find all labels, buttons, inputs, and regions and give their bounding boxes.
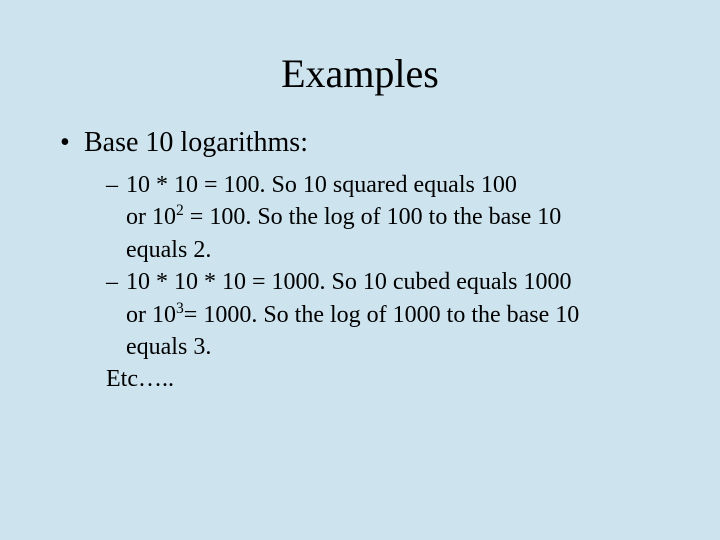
sub-line3: equals 3. xyxy=(126,334,211,360)
bullet-level2-block: 10 * 10 = 100. So 10 squared equals 100 … xyxy=(60,169,670,396)
bullet-level2-item: 10 * 10 * 10 = 1000. So 10 cubed equals … xyxy=(106,266,670,298)
sub-line2-pre: or 10 xyxy=(126,302,176,328)
slide: Examples Base 10 logarithms: 10 * 10 = 1… xyxy=(0,0,720,540)
slide-content: Base 10 logarithms: 10 * 10 = 100. So 10… xyxy=(0,127,720,396)
bullet-level2-cont: equals 2. xyxy=(106,234,670,266)
bullet-level2-cont: or 103= 1000. So the log of 1000 to the … xyxy=(106,299,670,331)
bullet-level2-item: 10 * 10 = 100. So 10 squared equals 100 xyxy=(106,169,670,201)
sub-line3: equals 2. xyxy=(126,237,211,263)
superscript: 3 xyxy=(176,300,184,317)
bullet-level2-cont: or 102 = 100. So the log of 100 to the b… xyxy=(106,201,670,233)
bullet-level1: Base 10 logarithms: xyxy=(60,127,670,159)
sub-line2-pre: or 10 xyxy=(126,204,176,230)
sub-line2-post: = 100. So the log of 100 to the base 10 xyxy=(184,204,562,230)
sub-line1: 10 * 10 = 100. So 10 squared equals 100 xyxy=(126,172,517,198)
sub-line2-post: = 1000. So the log of 1000 to the base 1… xyxy=(184,302,580,328)
bullet-level2-cont: equals 3. xyxy=(106,331,670,363)
trailing-text: Etc….. xyxy=(106,363,670,395)
bullet-level1-text: Base 10 logarithms: xyxy=(84,127,308,158)
sub-line1: 10 * 10 * 10 = 1000. So 10 cubed equals … xyxy=(126,269,572,295)
superscript: 2 xyxy=(176,202,184,219)
slide-title: Examples xyxy=(0,0,720,127)
